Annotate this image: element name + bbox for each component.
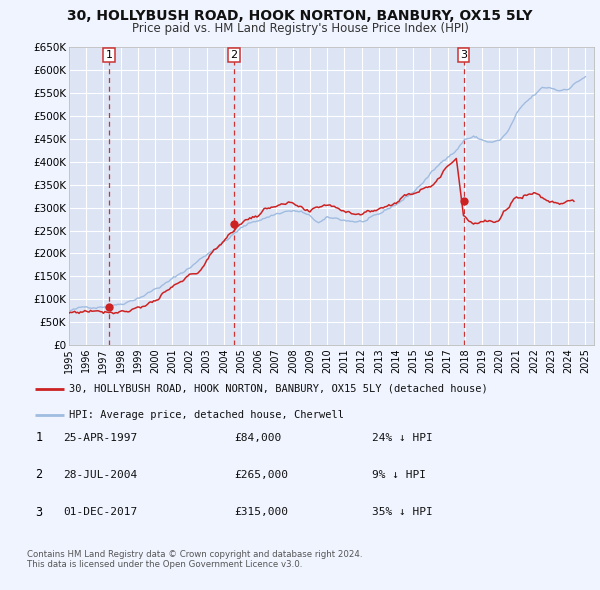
Text: 2: 2: [35, 468, 43, 481]
Text: 3: 3: [35, 506, 43, 519]
Text: 30, HOLLYBUSH ROAD, HOOK NORTON, BANBURY, OX15 5LY (detached house): 30, HOLLYBUSH ROAD, HOOK NORTON, BANBURY…: [70, 384, 488, 394]
Text: 35% ↓ HPI: 35% ↓ HPI: [372, 507, 433, 517]
Text: £265,000: £265,000: [234, 470, 288, 480]
Text: 30, HOLLYBUSH ROAD, HOOK NORTON, BANBURY, OX15 5LY: 30, HOLLYBUSH ROAD, HOOK NORTON, BANBURY…: [67, 9, 533, 23]
Text: 9% ↓ HPI: 9% ↓ HPI: [372, 470, 426, 480]
Text: 01-DEC-2017: 01-DEC-2017: [63, 507, 137, 517]
Text: 3: 3: [460, 50, 467, 60]
Text: Price paid vs. HM Land Registry's House Price Index (HPI): Price paid vs. HM Land Registry's House …: [131, 22, 469, 35]
Text: HPI: Average price, detached house, Cherwell: HPI: Average price, detached house, Cher…: [70, 409, 344, 419]
Text: 1: 1: [106, 50, 112, 60]
Text: 28-JUL-2004: 28-JUL-2004: [63, 470, 137, 480]
Text: This data is licensed under the Open Government Licence v3.0.: This data is licensed under the Open Gov…: [27, 560, 302, 569]
Text: 25-APR-1997: 25-APR-1997: [63, 433, 137, 442]
Text: Contains HM Land Registry data © Crown copyright and database right 2024.: Contains HM Land Registry data © Crown c…: [27, 550, 362, 559]
Text: £315,000: £315,000: [234, 507, 288, 517]
Text: 2: 2: [230, 50, 237, 60]
Text: 24% ↓ HPI: 24% ↓ HPI: [372, 433, 433, 442]
Text: £84,000: £84,000: [234, 433, 281, 442]
Text: 1: 1: [35, 431, 43, 444]
